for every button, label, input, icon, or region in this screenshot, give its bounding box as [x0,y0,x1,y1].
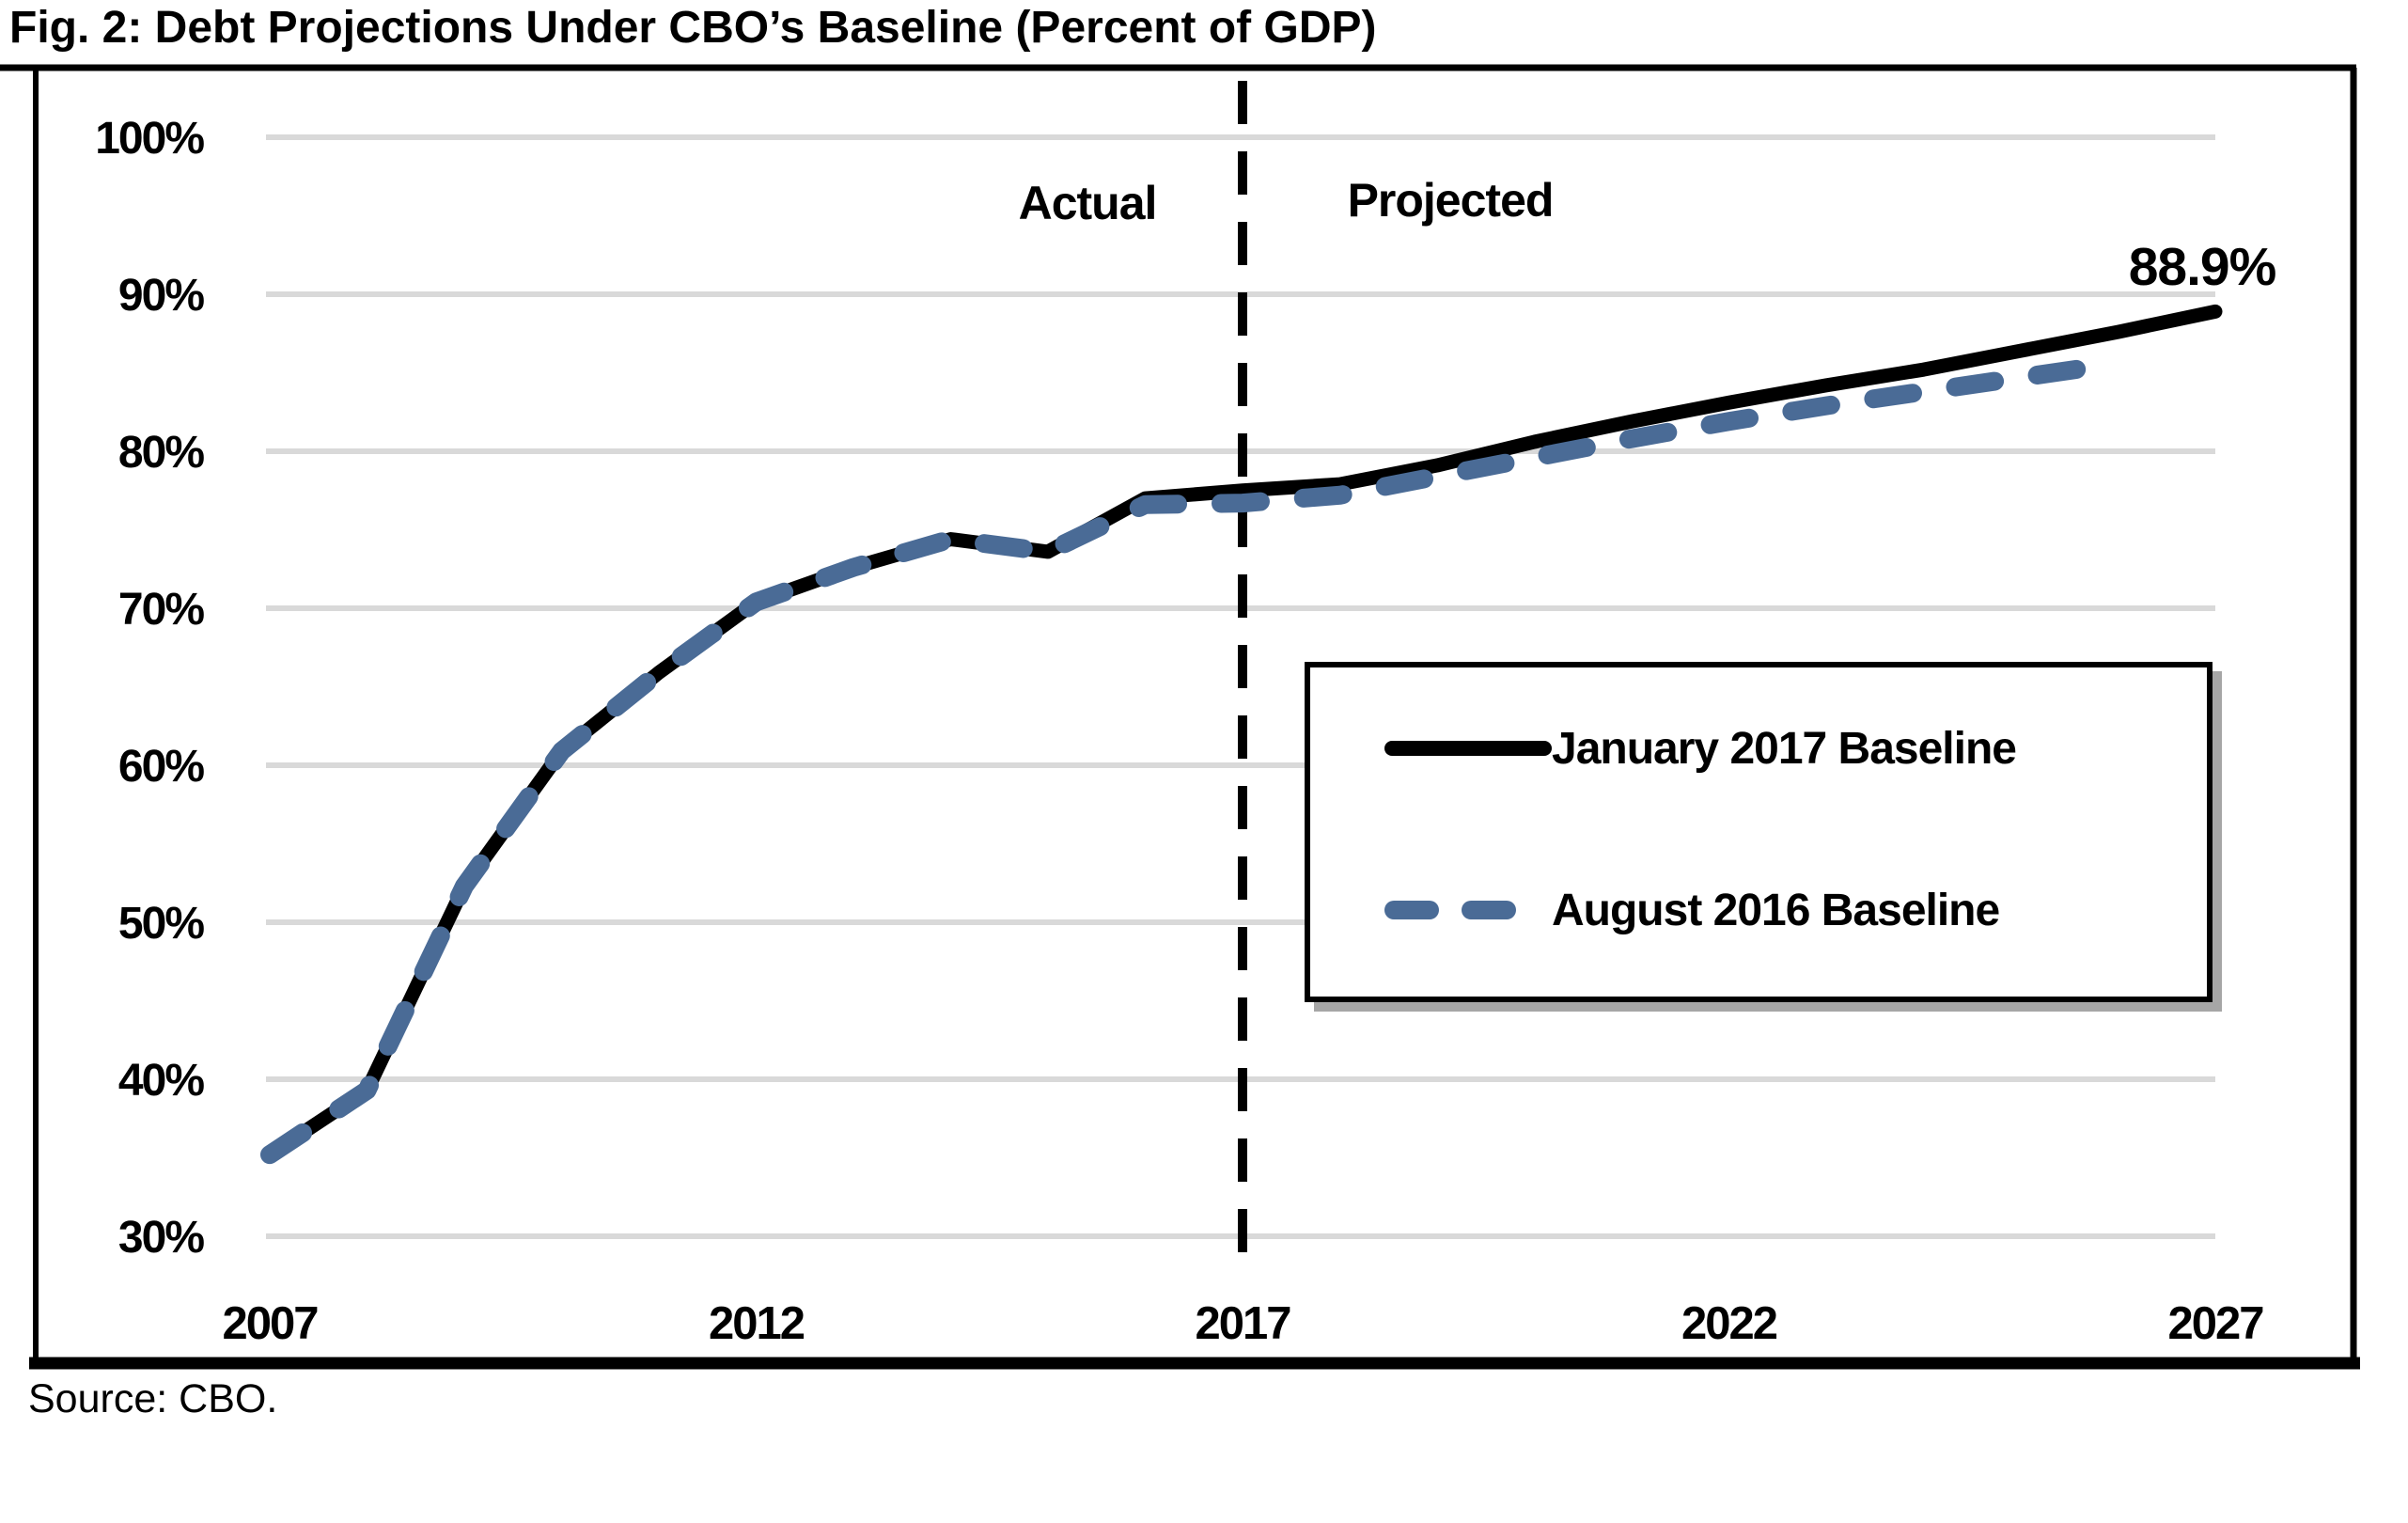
legend: January 2017 Baseline August 2016 Baseli… [1305,662,2213,1002]
x-tick-label-2017: 2017 [1195,1298,1290,1349]
y-tick-label-30: 30% [118,1213,204,1263]
y-tick-label-40: 40% [118,1056,204,1106]
series-line-august-2016-baseline [260,353,2128,1165]
dashed-line-sample [1384,901,1552,919]
axis-tick-labels: 30% 40% 50% 60% 70% 80% 90% 100% 2007 2012 2017 202… [95,114,2265,1349]
legend-item-january-2017: January 2017 Baseline [1384,720,2017,777]
solid-line-sample [1384,741,1552,756]
y-tick-label-80: 80% [118,428,204,478]
end-value-label: 88.9% [2129,237,2276,297]
y-tick-label-50: 50% [118,899,204,949]
series-lines [260,304,2223,1165]
legend-item-august-2016: August 2016 Baseline [1384,882,2000,938]
x-tick-label-2012: 2012 [709,1298,805,1349]
figure-title: Fig. 2: Debt Projections Under CBO’s Bas… [9,3,1377,53]
chart-frame [0,64,2360,1370]
annotations: Actual Projected 88.9% [1019,174,2277,297]
x-tick-label-2022: 2022 [1681,1298,1777,1349]
series-line-january-2017-baseline [262,304,2223,1162]
projected-region-label: Projected [1348,174,1554,227]
actual-region-label: Actual [1019,177,1157,229]
x-tick-label-2007: 2007 [222,1298,318,1349]
legend-label-january-2017: January 2017 Baseline [1552,723,2017,774]
legend-label-august-2016: August 2016 Baseline [1552,885,2000,935]
y-tick-label-100: 100% [95,114,204,164]
source-note: Source: CBO. [28,1376,278,1421]
y-tick-label-90: 90% [118,271,204,321]
y-tick-label-70: 70% [118,585,204,635]
x-tick-label-2027: 2027 [2167,1298,2263,1349]
y-tick-label-60: 60% [118,742,204,792]
